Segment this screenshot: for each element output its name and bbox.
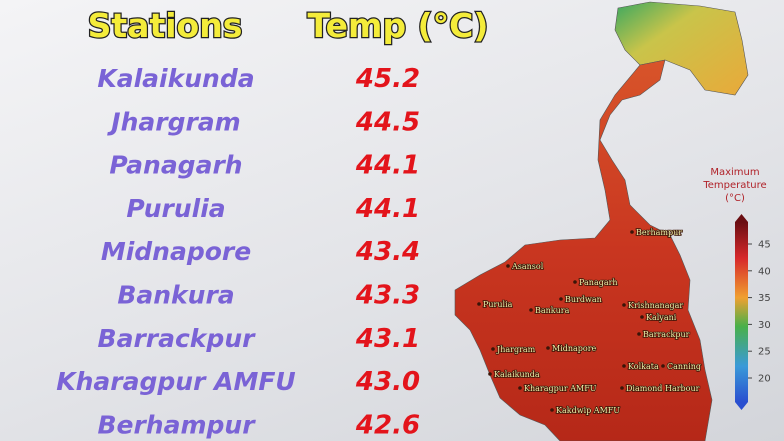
map-label: Midnapore	[552, 344, 597, 353]
map-dot	[620, 386, 624, 390]
map-label: Berhampur	[636, 228, 682, 237]
station-name: Jhargram	[106, 107, 240, 136]
map-dot	[550, 408, 554, 412]
map-label: Panagarh	[579, 278, 618, 287]
legend-title: Maximum	[710, 167, 759, 178]
temperature: 43.1	[355, 324, 420, 354]
map-label: Kharagpur AMFU	[524, 384, 597, 393]
map-dot	[559, 297, 563, 301]
map-label: Bankura	[535, 306, 570, 315]
map-dot	[661, 364, 665, 368]
map-dot	[630, 230, 634, 234]
legend-title: (°C)	[725, 193, 745, 204]
legend-tick-label: 40	[758, 266, 771, 277]
map-label: Kalyani	[646, 313, 677, 322]
map-label: Kalaikunda	[494, 370, 540, 379]
map-label: Krishnanagar	[628, 301, 683, 310]
map-dot	[546, 346, 550, 350]
station-name: Purulia	[126, 194, 225, 223]
legend-tick-label: 30	[758, 320, 771, 331]
station-name: Kharagpur AMFU	[56, 367, 295, 396]
station-name: Panagarh	[109, 151, 242, 180]
temperature: 43.0	[355, 367, 420, 397]
map	[454, 1, 749, 441]
map-north	[614, 1, 749, 96]
legend-tick-label: 20	[758, 374, 771, 385]
station-name: Barrackpur	[98, 324, 257, 353]
station-name: Kalaikunda	[97, 64, 254, 93]
map-label: Asansol	[511, 262, 544, 271]
temperature: 45.2	[355, 64, 420, 94]
map-dot	[477, 302, 481, 306]
map-label: Purulia	[483, 300, 513, 309]
column-header: Stations	[88, 6, 243, 45]
temperature: 44.1	[355, 194, 420, 224]
map-dot	[622, 364, 626, 368]
map-dot	[622, 303, 626, 307]
color-bar	[735, 222, 748, 402]
map-dot	[518, 386, 522, 390]
map-label: Canning	[667, 362, 701, 371]
temperature: 42.6	[355, 410, 420, 440]
legend-title: Temperature	[702, 180, 766, 191]
map-label: Jhargram	[496, 345, 536, 354]
column-header: Temp (°C)	[308, 6, 489, 45]
map-dot	[573, 280, 577, 284]
map-dot	[491, 347, 495, 351]
color-bar-arrow	[735, 214, 748, 222]
map-label: Kolkata	[628, 362, 659, 371]
temperature: 43.4	[355, 237, 420, 267]
map-dot	[506, 264, 510, 268]
map-label: Diamond Harbour	[626, 384, 700, 393]
map-south	[454, 59, 713, 441]
map-dot	[637, 332, 641, 336]
color-bar-arrow	[735, 402, 748, 410]
temperature: 43.3	[355, 281, 420, 311]
map-label: Barrackpur	[643, 330, 690, 339]
map-dot	[488, 372, 492, 376]
legend-tick-label: 25	[758, 347, 771, 358]
map-label: Kakdwip AMFU	[556, 406, 620, 415]
station-name: Midnapore	[101, 237, 251, 266]
temperature: 44.1	[355, 151, 420, 181]
temperature: 44.5	[355, 107, 420, 137]
map-label: Burdwan	[565, 295, 602, 304]
map-dot	[529, 308, 533, 312]
map-dot	[640, 315, 644, 319]
station-name: Berhampur	[97, 410, 256, 439]
station-name: Bankura	[117, 281, 234, 310]
legend-tick-label: 45	[758, 240, 771, 251]
legend-tick-label: 35	[758, 293, 771, 304]
legend	[735, 214, 748, 410]
